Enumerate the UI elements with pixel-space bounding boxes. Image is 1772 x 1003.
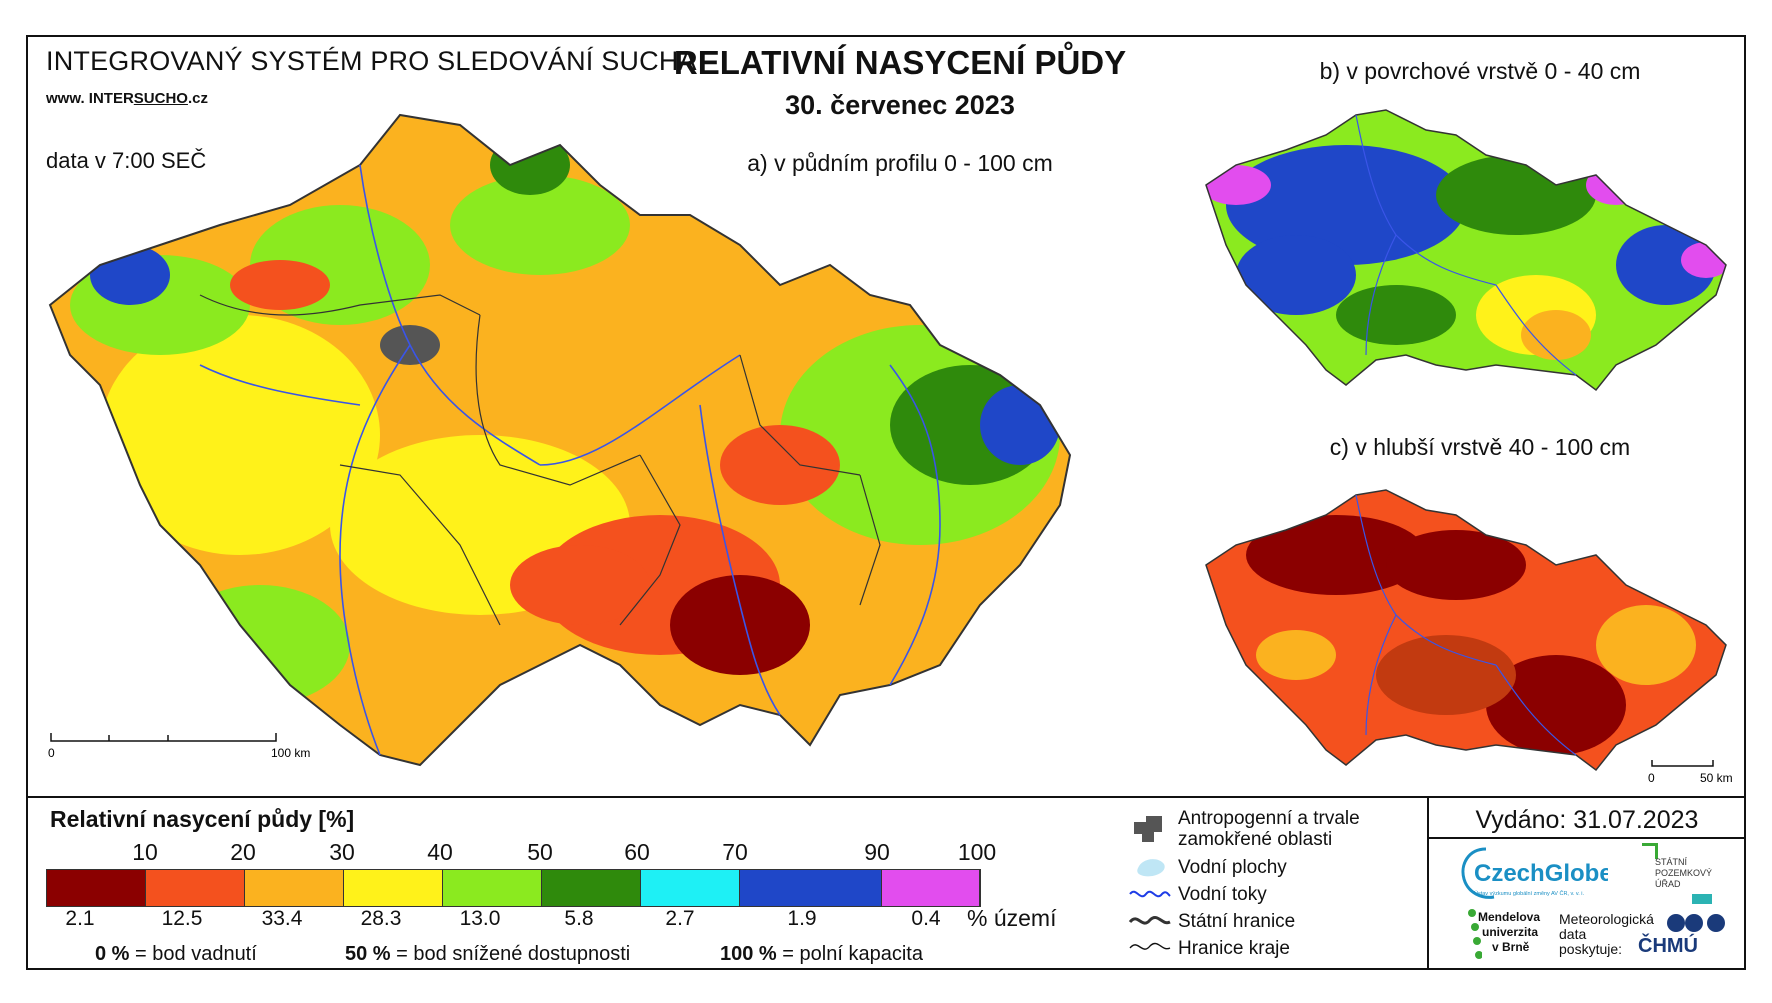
scale-class-2 [146, 870, 245, 906]
note-field-capacity: 100 % = polní kapacita [720, 943, 923, 965]
legend-urban-label: Antropogenní a trvale zamokřené oblasti [1178, 808, 1360, 850]
map-c [1205, 489, 1727, 772]
pct-value: 28.3 [360, 907, 402, 930]
pct-value: 12.5 [161, 907, 203, 930]
note-wilting-point: 0 % = bod vadnutí [95, 943, 257, 965]
urban-area-icon [1134, 816, 1162, 842]
scale-class-4 [344, 870, 443, 906]
legend-tick: 30 [329, 839, 355, 865]
legend-state-border-label: Státní hranice [1178, 911, 1296, 932]
map-a-title: a) v půdním profilu 0 - 100 cm [747, 150, 1053, 176]
pct-value: 0.4 [911, 907, 941, 930]
legend-tick: 60 [624, 839, 650, 865]
pct-value: 5.8 [564, 907, 594, 930]
spu-logo[interactable]: STÁTNÍ POZEMKOVÝ ÚŘAD [1655, 857, 1713, 889]
color-scale [46, 869, 981, 907]
legend-region-border-label: Hranice kraje [1178, 938, 1290, 959]
mendel-logo-dots [1468, 909, 1482, 959]
mendel-university-logo[interactable]: Mendelova univerzita v Brně [1478, 910, 1541, 954]
data-time-label: data v 7:00 SEČ [46, 148, 207, 173]
website-link[interactable]: www. INTERSUCHO.cz [46, 90, 208, 107]
region-border-icon [1129, 942, 1171, 950]
scale-class-8 [740, 870, 882, 906]
scale-small-start: 0 [1648, 771, 1655, 785]
map-c-title: c) v hlubší vrstvě 40 - 100 cm [1329, 434, 1631, 460]
pct-value: 1.9 [787, 907, 817, 930]
legend-tick: 70 [722, 839, 748, 865]
scale-bar-small: 0 50 km [1648, 760, 1733, 785]
note-reduced-availability: 50 % = bod snížené dostupnosti [345, 943, 631, 965]
legend-tick: 40 [427, 839, 453, 865]
scale-main-start: 0 [48, 746, 55, 760]
pct-unit: % území [967, 905, 1057, 931]
map-frame [26, 35, 1746, 970]
map-legend-symbols [1128, 816, 1171, 950]
legend-tick: 50 [527, 839, 553, 865]
scale-main-end: 100 km [271, 746, 310, 760]
legend-tick: 100 [957, 839, 997, 865]
meteo-data-label: Meteorologická data poskytuje: [1559, 911, 1654, 957]
scale-class-6 [542, 870, 641, 906]
map-date: 30. červenec 2023 [785, 90, 1015, 120]
legend-tick: 90 [864, 839, 890, 865]
pct-value: 13.0 [459, 907, 501, 930]
system-title: INTEGROVANÝ SYSTÉM PRO SLEDOVÁNÍ SUCHA [46, 46, 697, 76]
legend-water-bodies-label: Vodní plochy [1178, 857, 1287, 878]
scale-class-9 [882, 870, 980, 906]
scale-class-1 [47, 870, 146, 906]
map-a [48, 113, 1072, 767]
pct-value: 33.4 [261, 907, 303, 930]
pct-value: 2.7 [665, 907, 695, 930]
footer-divider [1427, 796, 1429, 970]
map-b-title: b) v povrchové vrstvě 0 - 40 cm [1319, 58, 1641, 84]
legend-title: Relativní nasycení půdy [%] [50, 806, 355, 832]
river-icon [1129, 890, 1171, 898]
water-body-icon [1137, 859, 1165, 877]
scale-class-3 [245, 870, 344, 906]
pct-value: 2.1 [65, 907, 95, 930]
czechglobe-logo-text: CzechGlobe [1474, 860, 1608, 887]
main-title: RELATIVNÍ NASYCENÍ PŮDY [673, 44, 1127, 81]
spu-logo-accent [1692, 894, 1712, 904]
state-border-icon [1128, 916, 1171, 925]
spu-logo-mark [1642, 843, 1658, 859]
scale-bar-main: 0 100 km [48, 733, 310, 760]
chmu-logo-mark [1667, 914, 1725, 932]
map-b [1205, 109, 1727, 392]
scale-small-end: 50 km [1700, 771, 1733, 785]
scale-class-7 [641, 870, 740, 906]
czechglobe-logo-subtitle: Ústav výzkumu globální změny AV ČR, v. v… [1474, 890, 1585, 897]
legend-rivers-label: Vodní toky [1178, 884, 1267, 905]
chmu-logo[interactable]: ČHMÚ [1638, 935, 1698, 957]
legend-tick: 10 [132, 839, 158, 865]
issued-date: Vydáno: 31.07.2023 [1475, 806, 1699, 834]
czechglobe-logo[interactable]: CzechGlobe Ústav výzkumu globální změny … [1458, 843, 1608, 903]
legend-divider [26, 796, 1746, 798]
scale-class-5 [443, 870, 542, 906]
legend-tick: 20 [230, 839, 256, 865]
issued-divider [1427, 837, 1746, 839]
